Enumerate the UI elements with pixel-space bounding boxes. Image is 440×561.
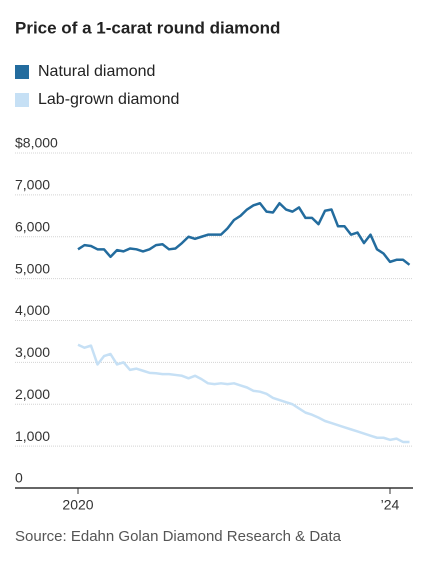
x-tick-label: ’24 <box>381 497 400 513</box>
y-tick-label: $8,000 <box>15 135 58 151</box>
series-line <box>77 202 411 266</box>
y-tick-label: 3,000 <box>15 344 50 360</box>
y-tick-label: 4,000 <box>15 302 50 318</box>
y-tick-label: 1,000 <box>15 428 50 444</box>
x-tick-label: 2020 <box>62 497 93 513</box>
series-line <box>77 343 410 444</box>
legend-swatch <box>15 65 29 79</box>
legend-label: Lab-grown diamond <box>38 91 179 108</box>
chart-title: Price of a 1-carat round diamond <box>15 18 280 37</box>
legend-swatch <box>15 93 29 107</box>
legend-label: Natural diamond <box>38 63 155 80</box>
y-tick-label: 2,000 <box>15 386 50 402</box>
source: Source: Edahn Golan Diamond Research & D… <box>15 528 342 545</box>
y-tick-label: 0 <box>15 470 23 486</box>
y-tick-label: 7,000 <box>15 177 50 193</box>
y-tick-label: 5,000 <box>15 260 50 276</box>
y-tick-label: 6,000 <box>15 218 50 234</box>
